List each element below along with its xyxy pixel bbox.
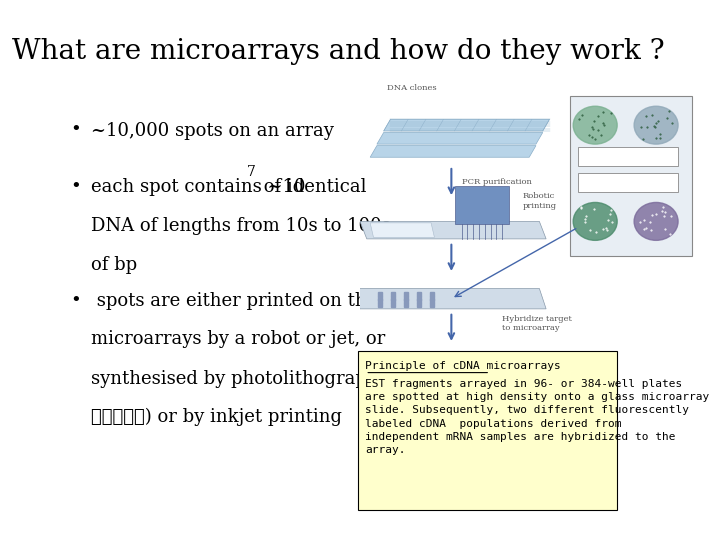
FancyBboxPatch shape [359,351,617,510]
Text: spots are either printed on the: spots are either printed on the [91,292,377,309]
FancyBboxPatch shape [578,147,678,166]
Text: Label with
fluorescent dyes: Label with fluorescent dyes [599,174,657,192]
Text: •: • [71,292,81,309]
Text: PCR purification: PCR purification [462,178,531,186]
Circle shape [573,106,617,144]
Text: Sample 1: Sample 1 [577,100,613,109]
Text: 7: 7 [247,165,256,179]
FancyBboxPatch shape [578,173,678,192]
Polygon shape [377,132,543,144]
Polygon shape [384,119,549,131]
Text: Robotic
printing: Robotic printing [523,192,557,210]
Text: Sample 2: Sample 2 [638,100,674,109]
Polygon shape [354,288,546,309]
Polygon shape [370,146,536,157]
Text: Reverse
transcription: Reverse transcription [605,148,651,165]
Text: of bp: of bp [91,256,137,274]
Text: What are microarrays and how do they work ?: What are microarrays and how do they wor… [12,38,665,65]
Text: 石版影印術) or by inkjet printing: 石版影印術) or by inkjet printing [91,408,342,427]
Text: •: • [71,122,81,139]
Text: •: • [71,178,81,196]
Polygon shape [370,223,434,238]
Polygon shape [360,221,546,239]
Circle shape [573,202,617,240]
Text: synthesised by photolithography (: synthesised by photolithography ( [91,369,402,388]
Text: Hybridize target
to microarray: Hybridize target to microarray [502,315,572,332]
Text: each spot contains ~10: each spot contains ~10 [91,178,305,196]
Circle shape [634,202,678,240]
Text: ~10,000 spots on an array: ~10,000 spots on an array [91,122,334,139]
FancyBboxPatch shape [570,96,692,256]
Text: Principle of cDNA microarrays: Principle of cDNA microarrays [365,361,561,371]
Text: EST fragments arrayed in 96- or 384-well plates
are spotted at high density onto: EST fragments arrayed in 96- or 384-well… [365,379,709,455]
Text: of identical: of identical [258,178,366,196]
Circle shape [634,106,678,144]
Text: DNA of lengths from 10s to 100s: DNA of lengths from 10s to 100s [91,217,391,235]
Text: microarrays by a robot or jet, or: microarrays by a robot or jet, or [91,330,385,348]
Polygon shape [455,186,509,224]
Text: DNA clones: DNA clones [387,84,437,92]
